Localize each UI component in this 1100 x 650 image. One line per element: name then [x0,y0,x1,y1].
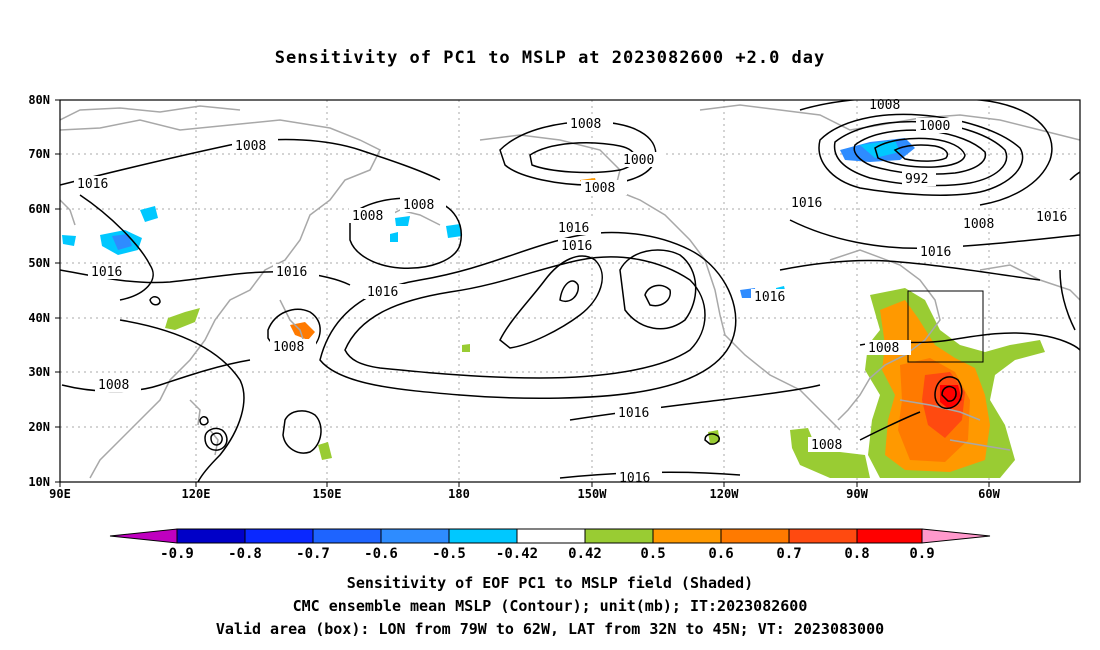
colorbar-label: -0.6 [364,546,398,562]
lon-label: 90W [846,487,868,501]
footer-line-2: CMC ensemble mean MSLP (Contour); unit(m… [292,597,808,615]
latitude-labels: 80N 70N 60N 50N 40N 30N 20N 10N [28,93,50,489]
contour-label: 1016 [920,245,951,260]
colorbar-label: 0.6 [708,546,733,562]
valid-area-box [907,290,984,363]
contour-label: 1016 [754,290,785,305]
lon-label: 180 [448,487,470,501]
colorbar-swatch [652,528,722,544]
contour-label: 1016 [77,177,108,192]
contour-label: 1000 [623,153,654,168]
colorbar-label: 0.7 [776,546,801,562]
colorbar-swatch [720,528,790,544]
longitude-labels: 90E 120E 150E 180 150W 120W 90W 60W [49,487,1000,501]
contour-label: 1016 [91,265,122,280]
contour-label: 1016 [561,239,592,254]
colorbar-swatch [788,528,858,544]
lat-label: 30N [28,365,50,379]
contour-label: 1008 [868,341,899,356]
map-frame [59,99,1081,483]
contour-label: 1016 [1036,210,1067,225]
lon-label: 120E [182,487,211,501]
contour-label: 1016 [558,221,589,236]
lon-label: 120W [710,487,740,501]
contour-label: 1008 [869,98,900,113]
lat-label: 50N [28,256,50,270]
map-title: Sensitivity of PC1 to MSLP at 2023082600… [274,48,826,68]
colorbar [109,528,991,544]
footer-line-3: Valid area (box): LON from 79W to 62W, L… [215,620,885,638]
contour-label: 992 [905,172,928,187]
colorbar-swatch [856,528,923,544]
coastlines [60,104,1080,479]
colorbar-label: 0.9 [909,546,934,562]
contour-label: 1008 [98,378,129,393]
colorbar-swatch [448,528,518,544]
lat-label: 80N [28,93,50,107]
contour-label: 1008 [584,181,615,196]
contour-label: 1008 [570,117,601,132]
contour-label: 1008 [403,198,434,213]
lon-label: 90E [49,487,71,501]
lat-label: 20N [28,420,50,434]
lat-label: 10N [28,475,50,489]
contour-label: 1016 [791,196,822,211]
contour-label: 1016 [618,406,649,421]
contour-label: 1008 [811,438,842,453]
graticule [60,100,1080,482]
lat-label: 60N [28,202,50,216]
contour-label: 1016 [276,265,307,280]
contour-label: 1008 [273,340,304,355]
colorbar-labels: -0.9 -0.8 -0.7 -0.6 -0.5 -0.42 0.42 0.5 … [160,546,935,562]
contour-label: 1016 [367,285,398,300]
colorbar-label: 0.42 [568,546,602,562]
colorbar-swatch [312,528,382,544]
colorbar-swatch [584,528,654,544]
colorbar-label: -0.5 [432,546,466,562]
lon-label: 150W [578,487,608,501]
colorbar-label: -0.8 [228,546,262,562]
lat-label: 70N [28,147,50,161]
lon-label: 60W [978,487,1000,501]
colorbar-swatch [516,528,586,544]
colorbar-swatch [380,528,450,544]
colorbar-swatch [176,528,246,544]
colorbar-right-triangle [921,528,991,544]
colorbar-label: 0.8 [844,546,869,562]
colorbar-swatch [244,528,314,544]
contour-label: 1008 [352,209,383,224]
colorbar-label: 0.5 [640,546,665,562]
lon-label: 150E [313,487,342,501]
contour-label: 1016 [619,471,650,486]
colorbar-label: -0.9 [160,546,194,562]
contour-label: 1008 [963,217,994,232]
contour-label: 1008 [235,139,266,154]
contour-label: 1000 [919,119,950,134]
axis-ticks [55,99,990,487]
colorbar-left-triangle [109,528,178,544]
contour-labels: 1008 1016 1008 1008 1016 1016 1008 1008 … [74,97,1079,486]
footer-line-1: Sensitivity of EOF PC1 to MSLP field (Sh… [346,574,754,592]
lat-label: 40N [28,311,50,325]
colorbar-label: -0.42 [496,546,538,562]
colorbar-label: -0.7 [296,546,330,562]
